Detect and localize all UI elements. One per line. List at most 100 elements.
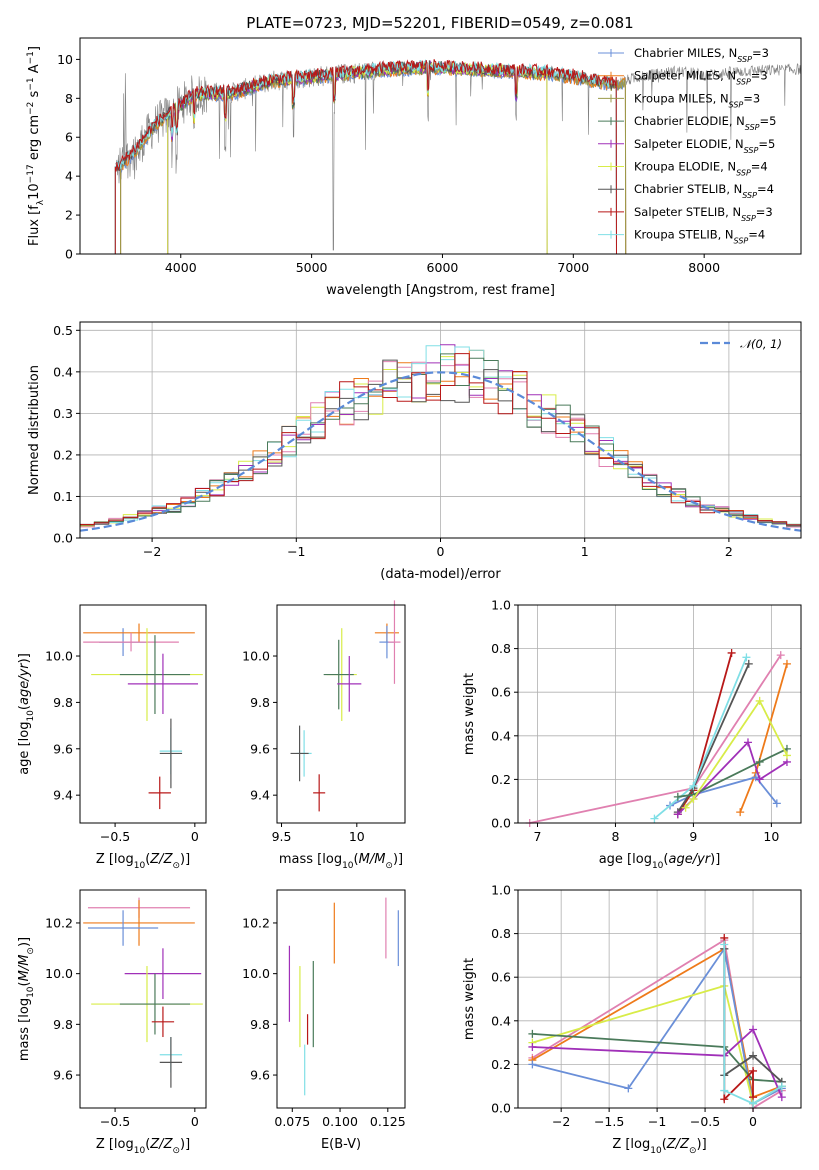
x-tick-label: 5000	[296, 260, 328, 275]
residual-histogram	[80, 353, 801, 529]
legend-label: Kroupa ELODIE, NSSP=4	[634, 160, 768, 178]
weight-marker	[755, 757, 764, 766]
weight-line	[723, 944, 783, 1105]
weight-marker	[743, 738, 752, 747]
weight-marker	[689, 781, 698, 790]
y-tick-label: 10.2	[45, 915, 73, 930]
x-tick-label: 10	[349, 829, 365, 844]
x-tick-label: 1	[581, 544, 589, 559]
x-tick-label: −2	[143, 544, 161, 559]
y-tick-label: 0.6	[491, 685, 511, 700]
axes-frame	[79, 37, 802, 255]
weight-marker	[749, 1051, 758, 1060]
x-tick-label: −1	[648, 1114, 666, 1129]
x-axis-label: wavelength [Angstrom, rest frame]	[326, 283, 555, 298]
y-tick-label: 10	[57, 52, 73, 67]
x-axis-label: age [log10(age/yr)]	[599, 852, 721, 871]
weight-line	[532, 1033, 782, 1083]
y-tick-label: 9.6	[53, 741, 73, 756]
weight-marker	[772, 799, 781, 808]
weight-marker	[776, 651, 785, 660]
x-tick-label: −1.5	[594, 1114, 624, 1129]
x-tick-label: 0	[191, 1114, 199, 1129]
weight-line	[653, 656, 748, 820]
weight-marker	[673, 810, 682, 819]
x-tick-label: 9.5	[272, 829, 292, 844]
weight-line	[684, 699, 788, 809]
legend-label: 𝒩(0, 1)	[740, 337, 782, 351]
x-tick-label: 8	[611, 829, 619, 844]
y-tick-label: 8	[65, 91, 73, 106]
x-tick-label: −0.5	[100, 829, 130, 844]
weight-marker	[673, 792, 682, 801]
mass-vs-Z-panel: −0.5 0 9.6 9.8 10.0 10.2 Z [log10(Z/Z⊙)] mass […	[17, 889, 207, 1156]
x-axis-label: (data-model)/error	[380, 567, 501, 582]
weight-marker	[727, 648, 736, 657]
y-tick-label: 0.4	[491, 728, 511, 743]
legend-label: Chabrier ELODIE, NSSP=5	[634, 114, 776, 132]
spectrum-plot-area	[114, 59, 801, 254]
x-axis-label: E(B-V)	[321, 1137, 361, 1152]
y-tick-label: 9.8	[250, 695, 270, 710]
weight-marker	[624, 1084, 633, 1093]
x-tick-label: 7	[534, 829, 542, 844]
legend-label: Kroupa MILES, NSSP=3	[634, 91, 760, 109]
y-tick-label: 10.2	[242, 915, 270, 930]
weight-vs-Z-panel: −2 −1.5 −1 −0.5 0 0.0 0.2 0.4 0.6 0.8 1.0 Z [log10(…	[462, 883, 802, 1156]
y-tick-label: 0.6	[491, 970, 511, 985]
x-tick-label: −0.5	[690, 1114, 720, 1129]
y-tick-label: 9.6	[250, 741, 270, 756]
x-tick-label: 0	[191, 829, 199, 844]
weight-line	[677, 740, 788, 815]
x-tick-label: 6000	[427, 260, 459, 275]
y-tick-label: 0.2	[491, 1057, 511, 1072]
x-tick-label: 2	[725, 544, 733, 559]
normal-curve	[80, 371, 801, 532]
age-vs-Z-panel: −0.5 0 9.4 9.6 9.8 10.0 Z [log10(Z/Z⊙)] age [lo…	[17, 604, 207, 871]
weight-line	[669, 776, 778, 807]
age-vs-mass-panel: 9.5 10 9.4 9.6 9.8 10.0 mass [log10(M/M⊙)]	[242, 600, 406, 871]
y-tick-label: 0.0	[491, 816, 511, 831]
y-tick-label: 0.8	[491, 926, 511, 941]
weight-marker	[742, 653, 751, 662]
axes-frame	[276, 889, 406, 1109]
legend-label: Chabrier MILES, NSSP=3	[634, 46, 769, 64]
y-tick-label: 10.0	[45, 649, 73, 664]
weight-marker	[749, 1066, 758, 1075]
y-tick-label: 1.0	[491, 598, 511, 613]
residuals-panel: 𝒩(0, 1) −2 −1 0 1 2 0.0 0.1 0.2 0.3 0.4 0.5 (data-mo…	[27, 321, 802, 582]
x-tick-label: 0	[749, 1114, 757, 1129]
y-tick-label: 9.8	[53, 695, 73, 710]
x-axis-label: mass [log10(M/M⊙)]	[279, 852, 403, 871]
x-axis-label: Z [log10(Z/Z⊙)]	[96, 852, 190, 871]
y-tick-label: 10.0	[45, 966, 73, 981]
y-tick-label: 10.0	[242, 966, 270, 981]
y-tick-label: 1.0	[491, 883, 511, 898]
y-axis-label: Normed distribution	[27, 365, 42, 495]
y-tick-label: 4	[65, 169, 73, 184]
y-tick-label: 0.2	[491, 772, 511, 787]
weight-marker	[720, 1095, 729, 1104]
weight-marker	[749, 1099, 758, 1108]
weight-marker	[782, 751, 791, 760]
y-axis-label: Flux [fλ10−17 erg cm−2 s−1 A−1]	[26, 46, 46, 246]
y-tick-label: 0.3	[53, 406, 73, 421]
weight-line	[529, 654, 782, 824]
axes-frame	[79, 604, 207, 824]
x-tick-label: −2	[552, 1114, 570, 1129]
y-tick-label: 0.2	[53, 447, 73, 462]
x-tick-label: 0.075	[274, 1114, 310, 1129]
axes-frame	[517, 604, 802, 824]
y-tick-label: 9.4	[53, 788, 73, 803]
x-axis-label: Z [log10(Z/Z⊙)]	[96, 1137, 190, 1156]
legend-label: Salpeter ELODIE, NSSP=5	[634, 137, 775, 155]
weight-line	[739, 663, 788, 813]
y-tick-label: 0.1	[53, 489, 73, 504]
y-tick-label: 0.5	[53, 323, 73, 338]
y-tick-label: 0.0	[491, 1101, 511, 1116]
weight-marker	[528, 1029, 537, 1038]
x-tick-label: 0	[437, 544, 445, 559]
x-tick-label: −1	[287, 544, 305, 559]
x-tick-label: 0.100	[322, 1114, 358, 1129]
